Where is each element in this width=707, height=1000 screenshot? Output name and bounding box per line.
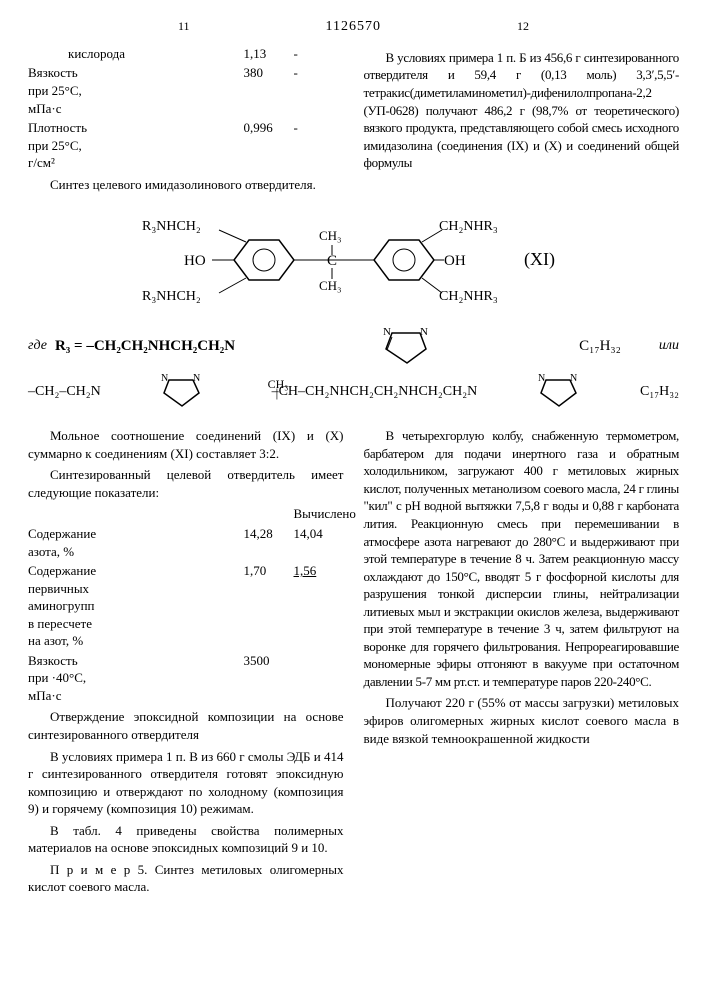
empty: - [294, 119, 344, 137]
formula-r3-def: где R₃ = –CH₂CH₂NHCH₂CH₂N N N C₁₇H₃₂ или [28, 325, 679, 367]
amino-v2: 1,56 [294, 562, 344, 580]
synthesis-heading: Синтез целевого имидазолинового отвердит… [28, 176, 344, 194]
right-paragraph-1: В условиях примера 1 п. Б из 456,6 г син… [364, 49, 680, 172]
svg-text:C: C [327, 253, 337, 269]
svg-text:CH₃: CH₃ [319, 228, 342, 243]
page-left-num: 11 [178, 18, 190, 37]
svg-text:N: N [383, 326, 391, 338]
visc40-v1: 3500 [244, 652, 294, 670]
frag2: –CH₂–CH₂N [28, 383, 101, 402]
c17-label: C₁₇H₃₂ [579, 336, 621, 356]
svg-text:CH₃: CH₃ [319, 278, 342, 293]
right-p2: В четырехгорлую колбу, снабженную термом… [364, 427, 680, 690]
svg-text:N: N [420, 326, 428, 338]
prop-value: - [294, 45, 344, 63]
prop-value: 1,13 [244, 45, 294, 63]
nitrogen-v2: 14,04 [294, 525, 344, 543]
svg-text:N: N [538, 373, 545, 384]
svg-text:CH₂NHR₃: CH₂NHR₃ [439, 289, 498, 304]
svg-text:CH₂NHR₃: CH₂NHR₃ [439, 219, 498, 234]
amino-label: Содержание первичных aминогрупп в пересч… [28, 562, 244, 650]
svg-text:HO: HO [184, 253, 206, 269]
or-label: или [659, 337, 679, 356]
page-header: 11 1126570 12 [28, 18, 679, 37]
left-column-top: кислорода 1,13 - Вязкость при 25°С, мПа·… [28, 45, 344, 197]
svg-text:(XI): (XI) [524, 249, 555, 270]
patent-number: 1126570 [326, 18, 381, 37]
viscosity-25-label: Вязкость при 25°С, мПа·с [28, 64, 244, 117]
page-right-num: 12 [517, 18, 529, 37]
c17-label: C₁₇H₃₂ [640, 383, 679, 402]
left-p7: П р и м е р 5. Синтез метиловых олигомер… [28, 861, 344, 896]
nitrogen-v1: 14,28 [244, 525, 294, 543]
imidazoline-ring-icon: N N [161, 373, 203, 411]
amino-v1: 1,70 [244, 562, 294, 580]
svg-text:OH: OH [444, 253, 466, 269]
visc40-label: Вязкость при ·40°С, мПа·с [28, 652, 244, 705]
left-column-bottom: Мольное соотношение соединений (IX) и (X… [28, 423, 344, 900]
svg-text:N: N [193, 373, 200, 384]
table-head-computed: Вычислено [294, 505, 344, 523]
formula-alt: –CH₂–CH₂N N N CH₃ | –CH–CH₂NHCH₂CH₂NHCH₂… [28, 373, 679, 411]
viscosity-25-value: 380 [244, 64, 294, 82]
imidazoline-ring-icon: N N [382, 325, 432, 367]
left-p2: Мольное соотношение соединений (IX) и (X… [28, 427, 344, 462]
imidazoline-ring-icon: N N [538, 373, 580, 411]
nitrogen-label: Содержание азота, % [28, 525, 244, 560]
left-p3: Синтезированный целевой отвердитель имее… [28, 466, 344, 501]
right-column-top: В условиях примера 1 п. Б из 456,6 г син… [364, 45, 680, 197]
frag3: –CH–CH₂NHCH₂CH₂NHCH₂CH₂N [272, 383, 478, 402]
svg-text:R₃NHCH₂: R₃NHCH₂ [142, 219, 201, 234]
left-p5: В условиях примера 1 п. В из 660 г смолы… [28, 748, 344, 818]
prop-label: кислорода [28, 45, 244, 63]
density-25-value: 0,996 [244, 119, 294, 137]
left-p6: В табл. 4 приведены свойства полимерных … [28, 822, 344, 857]
density-25-label: Плотность при 25°С, г/см² [28, 119, 244, 172]
svg-text:N: N [161, 373, 168, 384]
svg-text:N: N [570, 373, 577, 384]
svg-text:R₃NHCH₂: R₃NHCH₂ [142, 289, 201, 304]
right-column-bottom: В четырехгорлую колбу, снабженную термом… [364, 423, 680, 900]
right-p3: Получают 220 г (55% от массы загрузки) м… [364, 694, 680, 747]
where-label: где [28, 337, 47, 356]
left-p4: Отверждение эпоксидной композиции на осн… [28, 708, 344, 743]
empty: - [294, 64, 344, 82]
formula-xi: C CH₃ CH₃ R₃NHCH₂ HO R₃NHCH₂ CH₂NHR₃ OH … [28, 205, 679, 315]
r3-equation: R₃ = –CH₂CH₂NHCH₂CH₂N [55, 336, 235, 356]
